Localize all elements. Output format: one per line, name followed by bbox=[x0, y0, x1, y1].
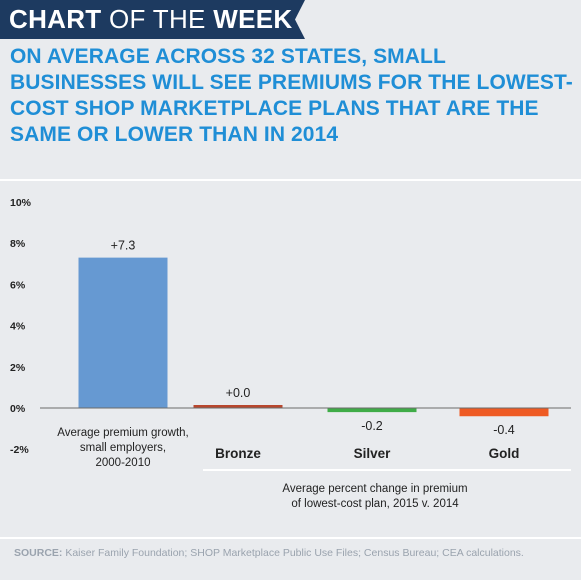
data-label: +7.3 bbox=[111, 239, 136, 253]
category-label: Silver bbox=[354, 446, 392, 461]
group-annotation: Average percent change in premium bbox=[282, 483, 467, 495]
y-tick-label: 4% bbox=[10, 321, 26, 333]
data-label: +0.0 bbox=[226, 386, 251, 400]
banner-word-of-the: OF THE bbox=[109, 4, 206, 34]
bar-chart: -2% 0% 2% 4% 6% 8% 10% +7.3 Average premium gro… bbox=[10, 197, 571, 510]
y-tick-label: 2% bbox=[10, 362, 26, 374]
category-label: Gold bbox=[489, 446, 520, 461]
group-annotation: of lowest-cost plan, 2015 v. 2014 bbox=[291, 498, 459, 510]
banner-word-chart: CHART bbox=[9, 4, 102, 34]
bars bbox=[78, 257, 549, 417]
data-label: -0.2 bbox=[361, 419, 383, 433]
y-tick-label: 6% bbox=[10, 279, 26, 291]
source-text: Kaiser Family Foundation; SHOP Marketpla… bbox=[65, 547, 524, 559]
bar bbox=[459, 408, 549, 417]
y-tick-label: -2% bbox=[10, 444, 29, 456]
category-label: 2000-2010 bbox=[96, 457, 151, 469]
category-label: small employers, bbox=[80, 442, 166, 454]
category-label: Average premium growth, bbox=[57, 427, 188, 439]
top-divider bbox=[0, 179, 581, 181]
bar bbox=[193, 405, 283, 408]
y-tick-label: 0% bbox=[10, 403, 26, 415]
source-note: SOURCE: Kaiser Family Foundation; SHOP M… bbox=[14, 547, 524, 559]
bottom-divider bbox=[0, 537, 581, 539]
y-tick-label: 10% bbox=[10, 197, 32, 209]
y-tick-label: 8% bbox=[10, 238, 26, 250]
banner-word-week: WEEK bbox=[213, 4, 293, 34]
y-axis: -2% 0% 2% 4% 6% 8% 10% bbox=[10, 197, 32, 456]
headline: ON AVERAGE ACROSS 32 STATES, SMALL BUSIN… bbox=[10, 45, 573, 146]
bar bbox=[327, 408, 417, 413]
chart-of-the-week-banner bbox=[0, 0, 305, 39]
data-label: -0.4 bbox=[493, 423, 515, 437]
bar bbox=[78, 257, 168, 408]
bar-labels: +7.3 Average premium growth, small employe… bbox=[57, 239, 571, 510]
category-label: Bronze bbox=[215, 446, 261, 461]
banner-shape bbox=[0, 0, 305, 39]
banner-title: CHART OF THE WEEK bbox=[9, 3, 292, 36]
source-label: SOURCE: bbox=[14, 547, 63, 559]
